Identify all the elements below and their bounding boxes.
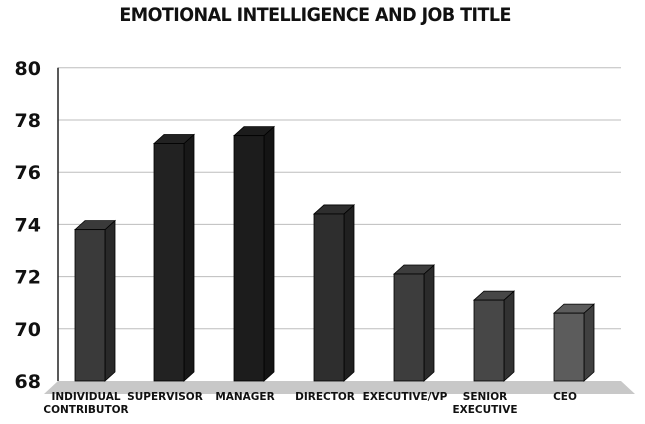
- y-tick-label-3: 74: [15, 214, 41, 236]
- y-tick-label-5: 78: [15, 110, 41, 132]
- x-tick-label-line: INDIVIDUAL: [51, 391, 120, 403]
- x-tick-label-line: SENIOR: [463, 391, 507, 403]
- bar-3: [232, 125, 276, 382]
- bar-side-6: [503, 290, 515, 382]
- x-tick-label-line: SUPERVISOR: [127, 391, 203, 403]
- y-tick-label-1: 70: [15, 319, 41, 341]
- x-tick-label-line: EXECUTIVE/VP: [363, 391, 448, 403]
- x-tick-label-line: CONTRIBUTOR: [43, 404, 128, 416]
- bar-1: [73, 219, 117, 382]
- bar-front-7: [553, 312, 585, 382]
- x-tick-label-line: EXECUTIVE: [452, 404, 517, 416]
- bar-front-2: [153, 143, 185, 382]
- x-tick-label-3: MANAGER: [215, 391, 274, 403]
- x-tick-label-4: DIRECTOR: [295, 391, 355, 403]
- bar-front-1: [74, 229, 106, 382]
- bar-side-1: [104, 219, 116, 382]
- bar-front-3: [233, 135, 265, 382]
- bar-side-5: [423, 264, 435, 382]
- bar-side-4: [343, 204, 355, 382]
- bar-2: [152, 133, 196, 382]
- x-tick-label-1: INDIVIDUAL CONTRIBUTOR: [43, 391, 128, 416]
- x-tick-label-line: MANAGER: [215, 391, 274, 403]
- bar-side-7: [583, 303, 595, 382]
- x-tick-label-line: DIRECTOR: [295, 391, 355, 403]
- y-tick-label-2: 72: [15, 267, 41, 289]
- bar-front-6: [473, 299, 505, 382]
- x-tick-label-2: SUPERVISOR: [127, 391, 203, 403]
- bar-6: [472, 290, 516, 382]
- bar-side-2: [183, 133, 195, 382]
- bar-4: [312, 204, 356, 382]
- y-tick-label-0: 68: [15, 371, 41, 393]
- x-tick-label-6: SENIOR EXECUTIVE: [452, 391, 517, 416]
- bar-front-4: [313, 213, 345, 382]
- bar-side-3: [263, 125, 275, 382]
- bar-front-5: [393, 273, 425, 382]
- bar-5: [392, 264, 436, 382]
- x-tick-label-line: CEO: [553, 391, 577, 403]
- x-tick-label-7: CEO: [553, 391, 577, 403]
- chart-floor: [44, 381, 635, 394]
- chart-title: EMOTIONAL INTELLIGENCE AND JOB TITLE: [119, 4, 511, 26]
- x-tick-label-5: EXECUTIVE/VP: [363, 391, 448, 403]
- bar-7: [552, 303, 596, 382]
- y-tick-label-4: 76: [15, 162, 41, 184]
- y-tick-label-6: 80: [15, 58, 41, 80]
